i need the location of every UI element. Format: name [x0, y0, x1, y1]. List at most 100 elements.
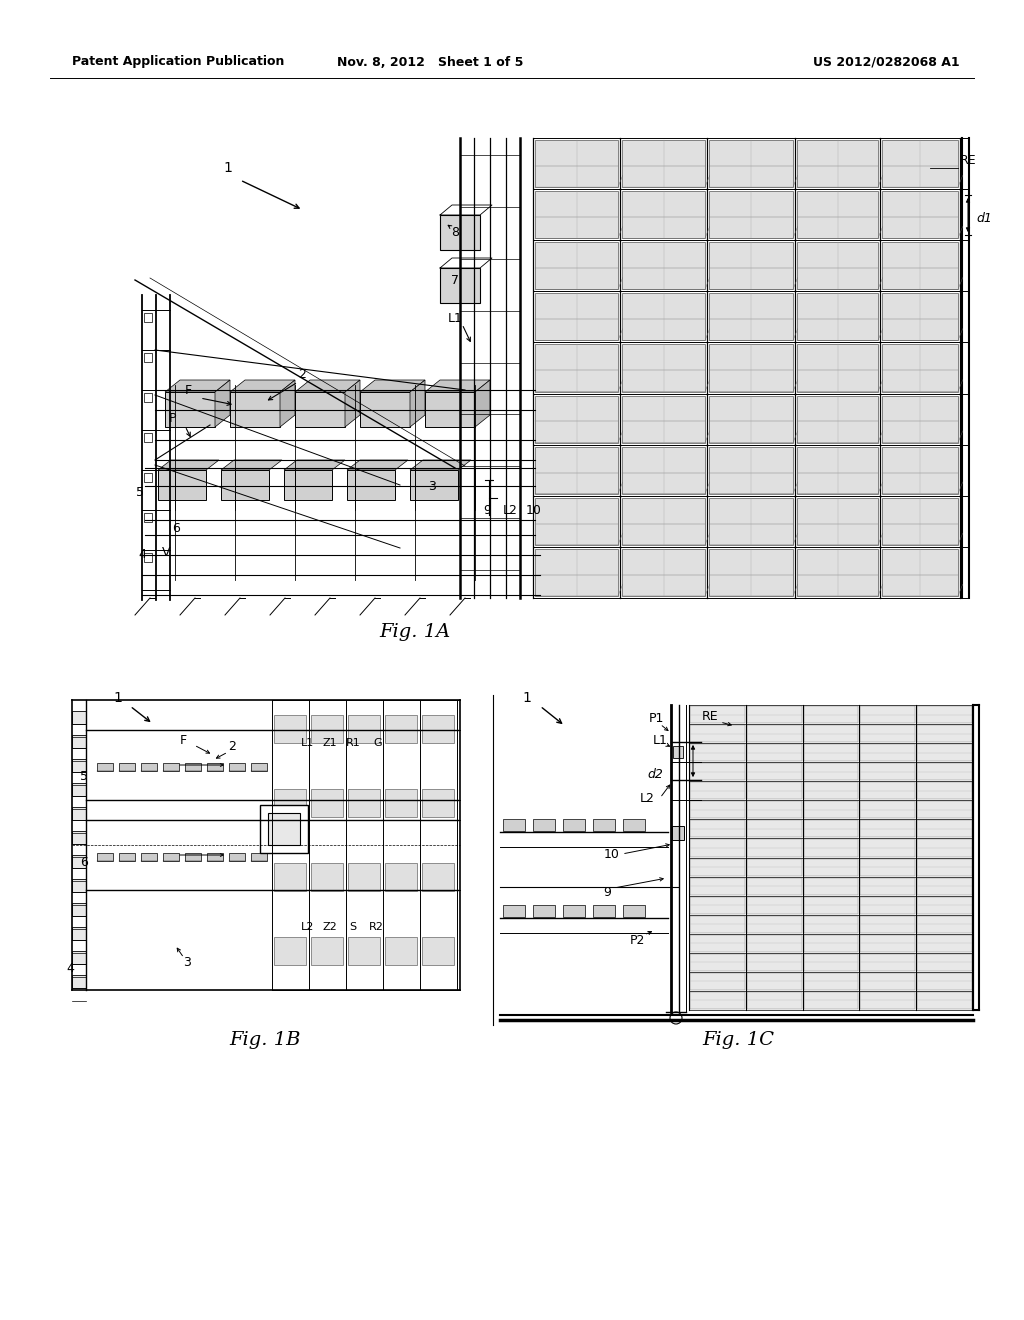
Bar — [534, 906, 555, 917]
Polygon shape — [221, 459, 282, 470]
Bar — [72, 832, 86, 843]
Bar — [860, 935, 915, 952]
Bar — [144, 352, 152, 362]
Bar — [622, 396, 705, 442]
Bar — [804, 935, 858, 952]
Bar — [207, 763, 223, 771]
Text: L1: L1 — [301, 738, 314, 748]
Polygon shape — [410, 380, 425, 426]
Bar — [410, 470, 458, 500]
Bar — [535, 243, 618, 289]
Bar — [882, 446, 958, 494]
Polygon shape — [284, 459, 345, 470]
Bar — [144, 553, 152, 562]
Circle shape — [670, 1012, 682, 1024]
Bar — [163, 853, 179, 861]
Text: 4: 4 — [138, 549, 146, 561]
Bar — [746, 744, 802, 762]
Bar — [797, 498, 878, 545]
Bar — [746, 973, 802, 990]
Bar — [746, 916, 802, 933]
Polygon shape — [345, 380, 360, 426]
Text: Nov. 8, 2012   Sheet 1 of 5: Nov. 8, 2012 Sheet 1 of 5 — [337, 55, 523, 69]
Bar — [918, 973, 972, 990]
Bar — [274, 715, 306, 743]
Bar — [804, 840, 858, 857]
Bar — [622, 243, 705, 289]
Bar — [918, 858, 972, 875]
Bar — [709, 446, 793, 494]
Text: G: G — [374, 738, 382, 748]
Bar — [882, 140, 958, 187]
Bar — [804, 744, 858, 762]
Text: 1: 1 — [522, 690, 531, 705]
Text: P2: P2 — [630, 933, 645, 946]
Text: 5: 5 — [136, 486, 144, 499]
Bar — [165, 392, 215, 426]
Bar — [274, 937, 306, 965]
Bar — [144, 433, 152, 442]
Bar — [746, 858, 802, 875]
Text: 3: 3 — [183, 957, 190, 969]
Bar — [882, 498, 958, 545]
Text: P1: P1 — [648, 711, 664, 725]
Bar — [797, 396, 878, 442]
Bar — [185, 763, 201, 771]
Text: d1: d1 — [976, 211, 992, 224]
Bar — [746, 783, 802, 800]
Text: 7: 7 — [451, 273, 459, 286]
Polygon shape — [410, 459, 471, 470]
Bar — [690, 896, 744, 913]
Bar — [593, 906, 615, 917]
Text: 10: 10 — [526, 503, 542, 516]
Bar — [422, 937, 454, 965]
Polygon shape — [425, 380, 490, 392]
Bar — [860, 991, 915, 1008]
Text: Fig. 1B: Fig. 1B — [229, 1031, 301, 1049]
Bar — [72, 783, 86, 796]
Text: F: F — [179, 734, 186, 747]
Bar — [709, 549, 793, 597]
Text: Fig. 1C: Fig. 1C — [702, 1031, 774, 1049]
Bar — [709, 498, 793, 545]
Text: P: P — [169, 412, 177, 425]
Bar — [385, 789, 417, 817]
Bar — [918, 896, 972, 913]
Bar — [690, 878, 744, 895]
Bar — [918, 820, 972, 837]
Bar — [347, 470, 395, 500]
Bar — [709, 345, 793, 392]
Bar — [144, 393, 152, 403]
Bar — [563, 818, 585, 832]
Bar — [622, 191, 705, 238]
Bar — [918, 840, 972, 857]
Bar — [535, 498, 618, 545]
Bar — [97, 763, 113, 771]
Bar — [348, 789, 380, 817]
Bar — [804, 801, 858, 818]
Bar — [860, 820, 915, 837]
Bar — [622, 498, 705, 545]
Polygon shape — [347, 459, 408, 470]
Bar — [360, 392, 410, 426]
Bar — [709, 140, 793, 187]
Bar — [385, 715, 417, 743]
Bar — [804, 991, 858, 1008]
Bar — [535, 191, 618, 238]
Bar — [622, 549, 705, 597]
Bar — [797, 345, 878, 392]
Bar — [804, 896, 858, 913]
Bar — [918, 991, 972, 1008]
Bar — [72, 950, 86, 964]
Bar — [221, 470, 269, 500]
Text: 5: 5 — [80, 770, 88, 783]
Bar — [918, 744, 972, 762]
Bar — [746, 706, 802, 723]
Bar — [672, 826, 684, 840]
Bar — [72, 927, 86, 940]
Text: d2: d2 — [647, 767, 663, 780]
Bar — [918, 935, 972, 952]
Bar — [918, 725, 972, 742]
Bar — [804, 973, 858, 990]
Bar — [229, 853, 245, 861]
